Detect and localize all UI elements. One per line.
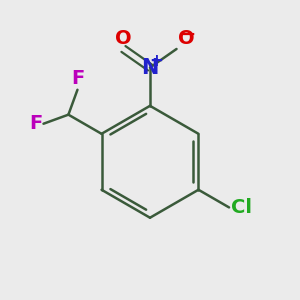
Text: −: − (179, 25, 196, 44)
Text: O: O (178, 28, 195, 47)
Text: F: F (71, 69, 84, 88)
Text: N: N (141, 58, 159, 78)
Text: Cl: Cl (230, 198, 251, 217)
Text: F: F (29, 114, 42, 133)
Text: O: O (115, 28, 132, 47)
Text: +: + (149, 52, 164, 70)
